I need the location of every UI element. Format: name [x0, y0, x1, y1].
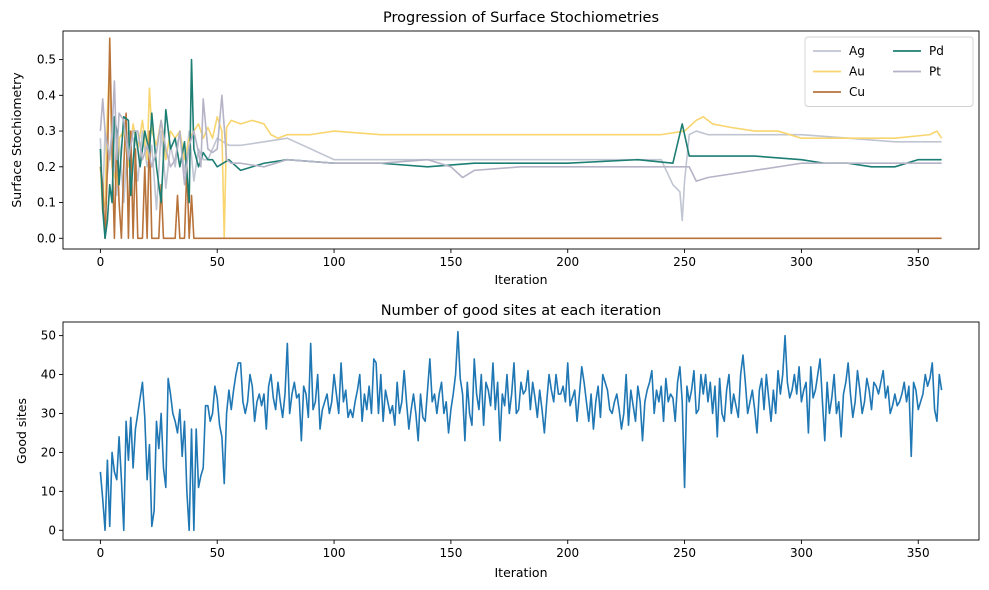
good-sites-x-axis-label: Iteration — [494, 565, 547, 580]
good-sites-y-tick-label: 20 — [41, 445, 56, 459]
legend-label-pt: Pt — [929, 65, 941, 79]
stoichiometry-y-tick-label: 0.0 — [37, 231, 56, 245]
good-sites-x-tick-label: 250 — [673, 546, 696, 560]
stoichiometry-x-tick-label: 150 — [439, 255, 462, 269]
stoichiometry-x-axis-label: Iteration — [494, 272, 547, 287]
stoichiometry-y-tick-label: 0.5 — [37, 53, 56, 67]
stoichiometry-y-tick-label: 0.4 — [37, 88, 56, 102]
good-sites-y-tick-label: 50 — [41, 329, 56, 343]
legend-label-ag: Ag — [849, 44, 865, 58]
good-sites-y-tick-label: 30 — [41, 406, 56, 420]
good-sites-plot-frame — [62, 321, 980, 541]
good-sites-x-tick-label: 50 — [210, 546, 225, 560]
stoichiometry-y-tick-label: 0.3 — [37, 124, 56, 138]
good-sites-y-tick-label: 40 — [41, 368, 56, 382]
good-sites-title: Number of good sites at each iteration — [381, 303, 662, 319]
good-sites-x-tick-label: 150 — [439, 546, 462, 560]
good-sites-x-tick-label: 100 — [323, 546, 346, 560]
stoichiometry-y-axis-label: Surface Stochiometry — [9, 72, 24, 208]
legend-label-au: Au — [849, 65, 865, 79]
stoichiometry-series-pt — [99, 80, 942, 186]
legend-label-cu: Cu — [849, 85, 865, 99]
stoichiometry-x-tick-label: 250 — [673, 255, 696, 269]
stoichiometry-legend: Ag Au Cu Pd Pt — [804, 36, 974, 107]
good-sites-x-tick-label: 200 — [556, 546, 579, 560]
good-sites-plot: Number of good sites at each iteration I… — [14, 303, 980, 580]
stoichiometry-x-tick-label: 50 — [210, 255, 225, 269]
good-sites-y-axis-label: Good sites — [14, 398, 29, 464]
stoichiometry-x-tick-label: 350 — [907, 255, 930, 269]
stoichiometry-series-cu — [99, 37, 942, 240]
good-sites-x-tick-label: 350 — [907, 546, 930, 560]
stoichiometry-series-au — [99, 58, 943, 240]
stoichiometry-x-tick-label: 0 — [97, 255, 105, 269]
stoichiometry-x-tick-label: 300 — [790, 255, 813, 269]
good-sites-y-tick-label: 10 — [41, 484, 56, 498]
stoichiometry-y-tick-label: 0.1 — [37, 196, 56, 210]
stoichiometry-x-tick-label: 200 — [556, 255, 579, 269]
good-sites-series-line — [99, 330, 943, 532]
legend-label-pd: Pd — [929, 44, 944, 58]
stoichiometry-title: Progression of Surface Stochiometries — [383, 10, 659, 26]
good-sites-x-tick-label: 300 — [790, 546, 813, 560]
stoichiometry-series-pd — [99, 58, 942, 240]
good-sites-y-tick-label: 0 — [48, 523, 56, 537]
stoichiometry-plot: Progression of Surface Stochiometries It… — [9, 10, 980, 287]
good-sites-x-tick-label: 0 — [97, 546, 105, 560]
stoichiometry-plot-frame — [62, 30, 980, 250]
stoichiometry-y-tick-label: 0.2 — [37, 160, 56, 174]
legend-frame — [804, 36, 974, 107]
stoichiometry-x-tick-label: 100 — [323, 255, 346, 269]
